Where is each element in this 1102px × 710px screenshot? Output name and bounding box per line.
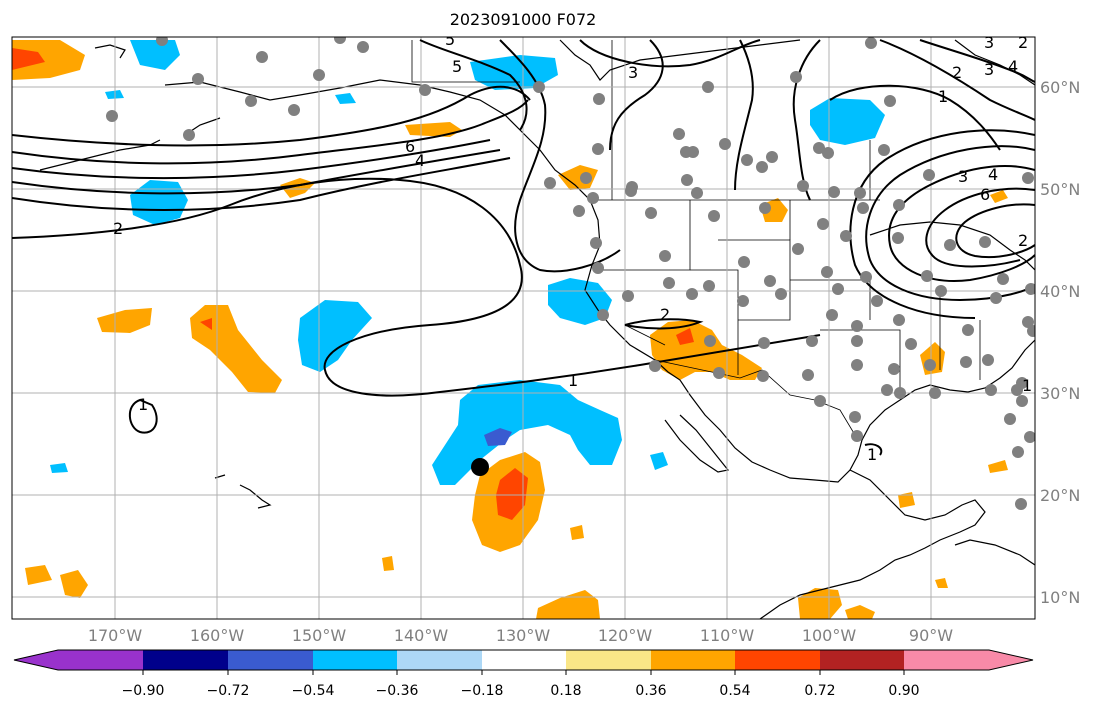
contour-label: 3 [984, 33, 994, 52]
lat-label-20n: 20°N [1040, 486, 1080, 505]
colorbar-bin [143, 650, 228, 670]
colorbar-bin [228, 650, 313, 670]
colorbar-bin [566, 650, 651, 670]
colorbar-tick-label: 0.90 [888, 683, 919, 699]
storm-center-marker [471, 458, 489, 476]
contour-label: 2 [1018, 33, 1028, 52]
lat-label-50n: 50°N [1040, 180, 1080, 199]
lon-label-170w: 170°W [88, 626, 143, 645]
lon-label-90w: 90°W [909, 626, 953, 645]
lon-label-140w: 140°W [394, 626, 449, 645]
colorbar-outline [13, 649, 1034, 671]
lon-label-100w: 100°W [802, 626, 857, 645]
colorbar-bin [313, 650, 397, 670]
latitude-labels: 60°N 50°N 40°N 30°N 20°N 10°N [1040, 78, 1080, 607]
contour-label: 5 [445, 30, 455, 49]
contour-label: 1 [568, 371, 578, 390]
contour-label: 4 [1008, 57, 1018, 76]
colorbar-tick-label: 0.72 [804, 683, 835, 699]
lon-label-150w: 150°W [292, 626, 347, 645]
colorbar-tick-label: −0.90 [122, 683, 165, 699]
political-borders [411, 40, 981, 441]
map-title: 2023091000 F072 [449, 10, 597, 29]
lat-label-40n: 40°N [1040, 282, 1080, 301]
contour-label: 3 [984, 60, 994, 79]
contour-label: 2 [952, 63, 962, 82]
contour-label: 4 [415, 151, 425, 170]
colorbar-tick-label: 0.18 [550, 683, 581, 699]
longitude-labels: 170°W 160°W 150°W 140°W 130°W 120°W 110°… [88, 626, 953, 645]
contour-label: 4 [988, 165, 998, 184]
contour-label: 1 [938, 87, 948, 106]
contour-label: 6 [405, 137, 415, 156]
contour-label: 2 [660, 305, 670, 324]
station-markers [106, 37, 1035, 510]
contour-label: 2 [1018, 231, 1028, 250]
colorbar-tick-label: 0.36 [635, 683, 666, 699]
colorbar-extend-min [14, 650, 58, 670]
contour-label: 1 [1022, 376, 1032, 395]
contour-lines [12, 39, 1035, 456]
lat-label-30n: 30°N [1040, 384, 1080, 403]
colorbar-tick-label: 0.54 [719, 683, 750, 699]
contour-label: 3 [958, 167, 968, 186]
colorbar-bin [904, 650, 989, 670]
contour-label: 5 [452, 57, 462, 76]
colorbar: −0.90 −0.72 −0.54 −0.36 −0.18 0.18 0.36 … [13, 649, 1034, 699]
colorbar-bin [482, 650, 566, 670]
colorbar-tick-label: −0.18 [461, 683, 504, 699]
colorbar-bin [651, 650, 735, 670]
colorbar-tick-label: −0.54 [292, 683, 335, 699]
contour-label: 6 [980, 185, 990, 204]
contour-label: 1 [138, 395, 148, 414]
map-border [11, 36, 1036, 620]
colorbar-bin [58, 650, 143, 670]
lon-label-130w: 130°W [496, 626, 551, 645]
colorbar-tick-label: −0.36 [376, 683, 419, 699]
colorbar-bin [820, 650, 904, 670]
colorbar-bin [397, 650, 482, 670]
coastlines [39, 39, 1035, 619]
contour-label: 3 [628, 63, 638, 82]
lon-label-110w: 110°W [700, 626, 755, 645]
colorbar-tick-label: −0.72 [207, 683, 250, 699]
colorbar-bin [735, 650, 820, 670]
colorbar-extend-max [989, 650, 1033, 670]
lat-label-60n: 60°N [1040, 78, 1080, 97]
lat-label-10n: 10°N [1040, 588, 1080, 607]
contour-label: 1 [867, 445, 877, 464]
lon-label-160w: 160°W [190, 626, 245, 645]
lon-label-120w: 120°W [598, 626, 653, 645]
contour-label: 2 [113, 219, 123, 238]
contour-labels: 5 5 3 3 2 3 4 2 6 4 2 1 6 4 3 2 2 1 1 1 … [113, 30, 1032, 464]
